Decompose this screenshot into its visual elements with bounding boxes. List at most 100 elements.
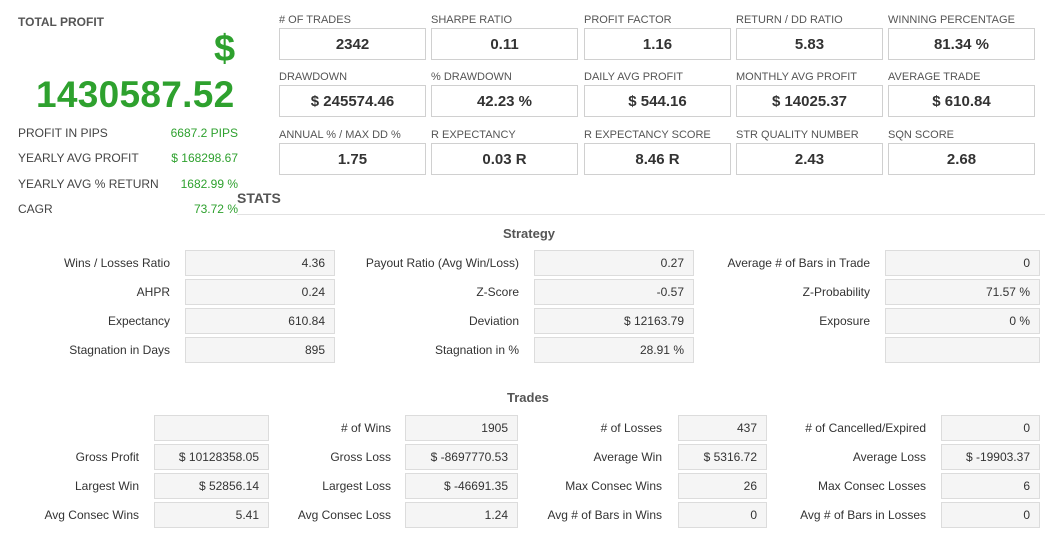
metric-card: MONTHLY AVG PROFIT $ 14025.37 — [736, 71, 883, 117]
metric-value: $ 544.16 — [584, 85, 731, 117]
metric-label: # OF TRADES — [279, 14, 351, 26]
metric-value: $ 14025.37 — [736, 85, 883, 117]
trades-value: $ -46691.35 — [405, 473, 518, 499]
metric-label: STR QUALITY NUMBER — [736, 129, 859, 141]
metric-card: AVERAGE TRADE $ 610.84 — [888, 71, 1035, 117]
trades-value: $ -8697770.53 — [405, 444, 518, 470]
metric-value: 1.16 — [584, 28, 731, 60]
metric-value: 42.23 % — [431, 85, 578, 117]
strategy-value: 610.84 — [185, 308, 335, 334]
strategy-label: Exposure — [819, 314, 870, 328]
metric-value: 5.83 — [736, 28, 883, 60]
divider — [237, 214, 1045, 215]
metric-value: 0.03 R — [431, 143, 578, 175]
stat-value: 73.72 % — [193, 202, 238, 216]
strategy-value: $ 12163.79 — [534, 308, 694, 334]
metric-card: # OF TRADES 2342 — [279, 14, 426, 60]
profit-in-pips-row: PROFIT IN PIPS 6687.2 PIPS — [18, 126, 238, 142]
stat-value: $ 168298.67 — [171, 151, 238, 165]
trades-label: Largest Win — [74, 479, 139, 493]
metric-label: SQN SCORE — [888, 129, 955, 141]
strategy-section-title: Strategy — [503, 226, 556, 241]
metric-value: 2.68 — [888, 143, 1035, 175]
total-profit-title: TOTAL PROFIT — [18, 15, 104, 29]
metric-card: PROFIT FACTOR 1.16 — [584, 14, 731, 60]
strategy-value: 0.27 — [534, 250, 694, 276]
total-profit-value: 1430587.52 — [36, 74, 235, 115]
cagr-row: CAGR 73.72 % — [18, 202, 238, 218]
metric-value: 8.46 R — [584, 143, 731, 175]
strategy-label: Expectancy — [107, 314, 170, 328]
strategy-label: Stagnation in % — [434, 343, 519, 357]
trades-section-title: Trades — [507, 390, 549, 405]
metric-value: 1.75 — [279, 143, 426, 175]
metric-card: R EXPECTANCY SCORE 8.46 R — [584, 129, 731, 175]
strategy-label: Wins / Losses Ratio — [63, 256, 170, 270]
strategy-value: -0.57 — [534, 279, 694, 305]
trades-label: Gross Loss — [330, 450, 391, 464]
trades-label: Max Consec Losses — [817, 479, 926, 493]
metric-label: ANNUAL % / MAX DD % — [279, 129, 401, 141]
metric-label: R EXPECTANCY — [431, 129, 516, 141]
trades-value: 0 — [678, 502, 767, 528]
trades-value: 0 — [941, 415, 1040, 441]
stat-label: PROFIT IN PIPS — [18, 126, 108, 140]
metric-card: SQN SCORE 2.68 — [888, 129, 1035, 175]
strategy-value: 895 — [185, 337, 335, 363]
metric-card: DRAWDOWN $ 245574.46 — [279, 71, 426, 117]
trades-value: 1.24 — [405, 502, 518, 528]
strategy-label: Average # of Bars in Trade — [727, 256, 870, 270]
trades-value: 1905 — [405, 415, 518, 441]
metric-card: % DRAWDOWN 42.23 % — [431, 71, 578, 117]
trades-label: Gross Profit — [75, 450, 139, 464]
metric-value: 2.43 — [736, 143, 883, 175]
metric-value: $ 610.84 — [888, 85, 1035, 117]
metric-card: RETURN / DD RATIO 5.83 — [736, 14, 883, 60]
yearly-avg-return-row: YEARLY AVG % RETURN 1682.99 % — [18, 177, 238, 193]
stats-title: STATS — [237, 190, 281, 206]
trades-value: 6 — [941, 473, 1040, 499]
trades-value: 437 — [678, 415, 767, 441]
stat-label: YEARLY AVG % RETURN — [18, 177, 159, 191]
stat-value: 1682.99 % — [180, 177, 238, 191]
strategy-value: 0 % — [885, 308, 1040, 334]
metric-label: SHARPE RATIO — [431, 14, 513, 26]
strategy-value: 0.24 — [185, 279, 335, 305]
metric-value: 0.11 — [431, 28, 578, 60]
trades-value — [154, 415, 269, 441]
metric-card: STR QUALITY NUMBER 2.43 — [736, 129, 883, 175]
metric-label: MONTHLY AVG PROFIT — [736, 71, 858, 83]
yearly-avg-profit-row: YEARLY AVG PROFIT $ 168298.67 — [18, 151, 238, 167]
trades-value: $ 52856.14 — [154, 473, 269, 499]
trades-value: $ -19903.37 — [941, 444, 1040, 470]
metric-value: 81.34 % — [888, 28, 1035, 60]
metric-label: DAILY AVG PROFIT — [584, 71, 684, 83]
trades-label: Avg Consec Loss — [297, 508, 391, 522]
trades-label: # of Wins — [340, 421, 391, 435]
metric-card: ANNUAL % / MAX DD % 1.75 — [279, 129, 426, 175]
metric-card: R EXPECTANCY 0.03 R — [431, 129, 578, 175]
stat-label: YEARLY AVG PROFIT — [18, 151, 139, 165]
metric-label: PROFIT FACTOR — [584, 14, 672, 26]
strategy-label: Deviation — [468, 314, 519, 328]
trades-value: 5.41 — [154, 502, 269, 528]
trades-label: Avg # of Bars in Wins — [547, 508, 663, 522]
trades-label: Average Loss — [852, 450, 926, 464]
strategy-label: AHPR — [136, 285, 170, 299]
strategy-label: Stagnation in Days — [69, 343, 170, 357]
trades-label: # of Cancelled/Expired — [805, 421, 926, 435]
strategy-value — [885, 337, 1040, 363]
trades-label: Max Consec Wins — [565, 479, 662, 493]
metric-card: SHARPE RATIO 0.11 — [431, 14, 578, 60]
metric-label: R EXPECTANCY SCORE — [584, 129, 711, 141]
strategy-value: 0 — [885, 250, 1040, 276]
strategy-label: Payout Ratio (Avg Win/Loss) — [365, 256, 519, 270]
metric-label: RETURN / DD RATIO — [736, 14, 843, 26]
metric-label: DRAWDOWN — [279, 71, 348, 83]
trades-value: 0 — [941, 502, 1040, 528]
metric-value: $ 245574.46 — [279, 85, 426, 117]
metric-value: 2342 — [279, 28, 426, 60]
trades-value: $ 10128358.05 — [154, 444, 269, 470]
metric-label: AVERAGE TRADE — [888, 71, 981, 83]
stat-value: 6687.2 PIPS — [170, 126, 238, 140]
